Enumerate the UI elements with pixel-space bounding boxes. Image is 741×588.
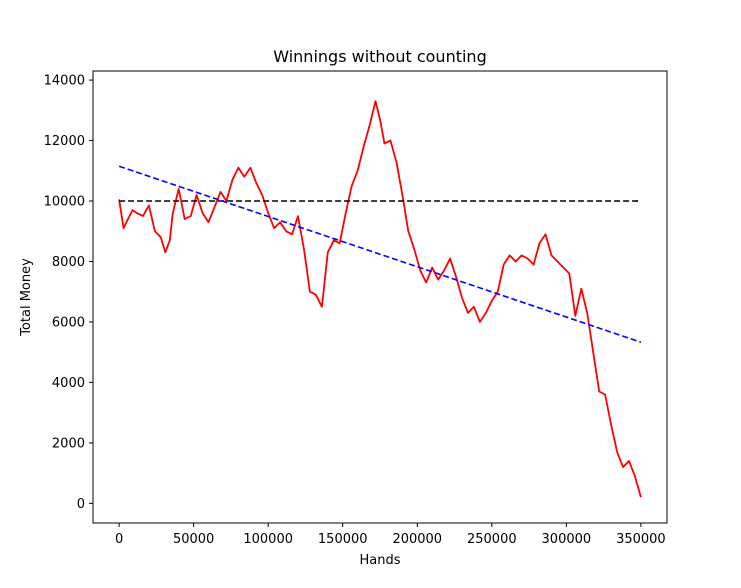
chart-title: Winnings without counting xyxy=(273,47,486,66)
plot-area-frame xyxy=(92,70,668,524)
x-tick-label: 200000 xyxy=(392,532,442,547)
x-tick-label: 300000 xyxy=(542,532,592,547)
y-tick-label: 14000 xyxy=(44,74,85,89)
y-axis-ticks: 0 2000 4000 6000 8000 10000 12000 14000 xyxy=(44,74,93,512)
x-tick-label: 100000 xyxy=(243,532,293,547)
series-layer xyxy=(118,100,642,498)
y-tick-label: 4000 xyxy=(52,376,85,391)
y-tick-label: 12000 xyxy=(44,134,85,149)
x-axis-label: Hands xyxy=(359,553,400,568)
winnings-line xyxy=(118,100,642,498)
x-tick-label: 150000 xyxy=(318,532,368,547)
trend-line xyxy=(118,165,642,343)
y-tick-label: 10000 xyxy=(44,195,85,210)
y-tick-label: 2000 xyxy=(52,436,85,451)
y-tick-label: 0 xyxy=(77,497,85,512)
y-axis-label: Total Money xyxy=(19,258,34,337)
x-axis-ticks: 0 50000 100000 150000 200000 250000 300000 3500… xyxy=(115,523,666,547)
x-tick-label: 50000 xyxy=(173,532,214,547)
y-tick-label: 8000 xyxy=(52,255,85,270)
y-tick-label: 6000 xyxy=(52,315,85,330)
x-tick-label: 250000 xyxy=(467,532,517,547)
x-tick-label: 0 xyxy=(115,532,123,547)
x-tick-label: 350000 xyxy=(616,532,666,547)
